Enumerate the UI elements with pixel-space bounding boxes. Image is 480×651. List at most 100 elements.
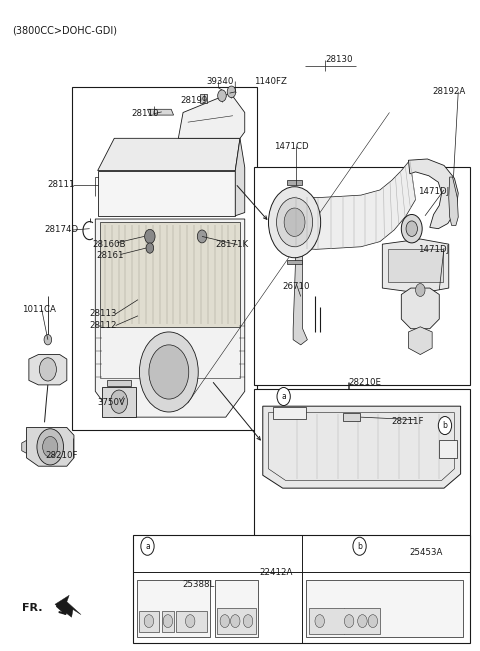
- Circle shape: [368, 615, 378, 628]
- Polygon shape: [26, 428, 74, 466]
- Bar: [306, 580, 463, 637]
- Polygon shape: [254, 389, 470, 570]
- Text: 1471CD: 1471CD: [274, 141, 309, 150]
- Polygon shape: [408, 159, 458, 229]
- Polygon shape: [107, 380, 131, 386]
- Polygon shape: [55, 595, 81, 617]
- Circle shape: [243, 615, 253, 628]
- Polygon shape: [293, 248, 307, 345]
- Circle shape: [218, 90, 226, 102]
- Polygon shape: [309, 608, 380, 634]
- Text: 1011CA: 1011CA: [22, 305, 56, 314]
- Polygon shape: [97, 171, 235, 215]
- Circle shape: [44, 335, 52, 345]
- Polygon shape: [263, 406, 461, 488]
- Text: FR.: FR.: [22, 603, 42, 613]
- Polygon shape: [22, 440, 26, 453]
- Text: 3750V: 3750V: [97, 398, 126, 408]
- Circle shape: [43, 437, 58, 457]
- Text: a: a: [281, 392, 286, 401]
- Polygon shape: [147, 109, 174, 115]
- Polygon shape: [401, 288, 439, 329]
- Polygon shape: [133, 535, 470, 643]
- Polygon shape: [200, 94, 207, 103]
- Circle shape: [284, 208, 305, 236]
- Circle shape: [227, 86, 236, 98]
- Text: 28210E: 28210E: [348, 378, 381, 387]
- Circle shape: [406, 221, 418, 236]
- Text: 28110: 28110: [131, 109, 158, 118]
- Circle shape: [315, 615, 324, 628]
- Circle shape: [197, 230, 207, 243]
- Circle shape: [144, 229, 155, 243]
- Text: 28160B: 28160B: [92, 240, 125, 249]
- Polygon shape: [408, 327, 432, 355]
- Text: 1140FZ: 1140FZ: [254, 77, 287, 86]
- Text: b: b: [357, 542, 362, 551]
- Bar: [216, 580, 258, 637]
- Circle shape: [220, 615, 229, 628]
- Circle shape: [353, 537, 366, 555]
- Text: 1471DJ: 1471DJ: [418, 245, 449, 254]
- Text: 28211F: 28211F: [391, 417, 423, 426]
- Text: 22412A: 22412A: [259, 568, 292, 577]
- Circle shape: [401, 214, 422, 243]
- Polygon shape: [102, 387, 136, 417]
- Circle shape: [139, 332, 198, 412]
- Text: 28112: 28112: [89, 321, 117, 330]
- Circle shape: [358, 615, 367, 628]
- Circle shape: [144, 615, 154, 628]
- Circle shape: [416, 284, 425, 296]
- Polygon shape: [383, 239, 449, 293]
- Text: 28210F: 28210F: [46, 451, 78, 460]
- Text: 28174D: 28174D: [45, 225, 79, 234]
- Circle shape: [146, 243, 154, 253]
- Polygon shape: [97, 138, 240, 171]
- Circle shape: [268, 187, 321, 258]
- Circle shape: [277, 387, 290, 406]
- Circle shape: [163, 615, 173, 628]
- Circle shape: [276, 198, 312, 247]
- Polygon shape: [288, 180, 301, 185]
- Text: 28199: 28199: [180, 96, 208, 105]
- Polygon shape: [343, 413, 360, 421]
- Bar: [137, 580, 210, 637]
- Text: 28161: 28161: [96, 251, 124, 260]
- Polygon shape: [439, 440, 457, 458]
- Text: 39340: 39340: [207, 77, 234, 86]
- Polygon shape: [273, 407, 306, 419]
- Polygon shape: [235, 138, 245, 215]
- Circle shape: [344, 615, 354, 628]
- Text: 28171K: 28171K: [216, 240, 249, 249]
- Text: 25388L: 25388L: [182, 581, 215, 589]
- Polygon shape: [254, 167, 470, 385]
- Text: (3800CC>DOHC-GDI): (3800CC>DOHC-GDI): [12, 25, 117, 35]
- Polygon shape: [96, 219, 245, 417]
- Circle shape: [149, 345, 189, 399]
- Polygon shape: [217, 608, 256, 634]
- Polygon shape: [179, 93, 245, 138]
- Text: 28113: 28113: [89, 309, 117, 318]
- Polygon shape: [288, 260, 301, 264]
- Circle shape: [185, 615, 195, 628]
- Text: 26710: 26710: [283, 283, 310, 291]
- Circle shape: [37, 429, 63, 465]
- Circle shape: [438, 417, 452, 435]
- Polygon shape: [449, 177, 458, 225]
- Polygon shape: [29, 355, 67, 385]
- Text: 25453A: 25453A: [410, 548, 443, 557]
- Text: b: b: [443, 421, 447, 430]
- Text: 28111: 28111: [48, 180, 75, 189]
- Polygon shape: [139, 611, 159, 632]
- Polygon shape: [296, 160, 416, 249]
- Polygon shape: [388, 249, 443, 282]
- Polygon shape: [72, 87, 257, 430]
- Text: a: a: [145, 542, 150, 551]
- Text: 1471DJ: 1471DJ: [418, 187, 449, 196]
- Circle shape: [141, 537, 154, 555]
- Circle shape: [110, 390, 128, 413]
- Text: 28130: 28130: [325, 55, 353, 64]
- Circle shape: [39, 358, 56, 381]
- Circle shape: [230, 615, 240, 628]
- Polygon shape: [100, 222, 240, 327]
